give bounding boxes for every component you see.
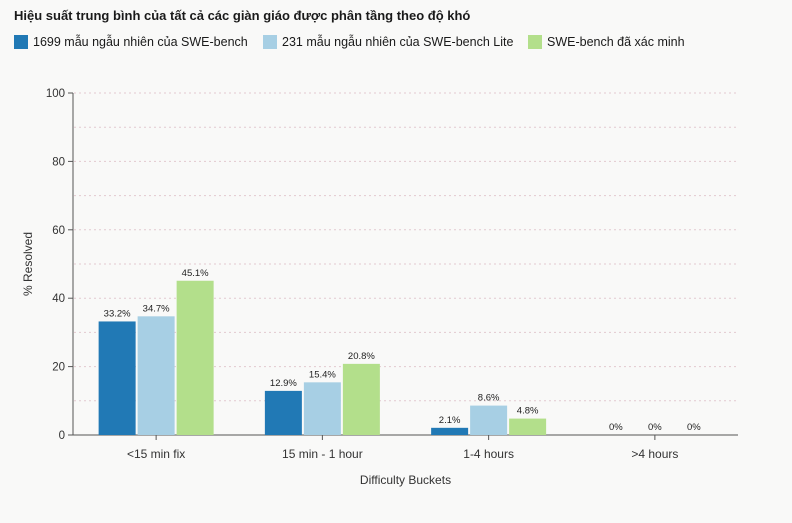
x-tick-label: 15 min - 1 hour — [282, 447, 363, 461]
legend-label-swe-bench-lite: 231 mẫu ngẫu nhiên của SWE-bench Lite — [282, 35, 514, 49]
legend-label-swe-bench-verified: SWE-bench đã xác minh — [547, 35, 685, 49]
y-tick-label: 80 — [52, 156, 65, 168]
bar — [137, 316, 175, 435]
legend-swatch-swe-bench-verified — [528, 35, 542, 49]
bar-value-label: 0% — [648, 422, 662, 433]
x-tick-label: >4 hours — [631, 447, 678, 461]
bar-value-label: 0% — [609, 422, 623, 433]
legend-item-swe-bench-lite: 231 mẫu ngẫu nhiên của SWE-bench Lite — [263, 35, 513, 49]
y-tick-label: 20 — [52, 362, 65, 374]
bar — [509, 418, 547, 435]
bar — [176, 280, 214, 435]
legend-swatch-swe-bench-lite — [263, 35, 277, 49]
y-tick-label: 0 — [59, 430, 65, 442]
legend-item-swe-bench-verified: SWE-bench đã xác minh — [528, 35, 685, 49]
bar — [470, 405, 508, 435]
bar — [342, 363, 380, 435]
bar-value-label: 8.6% — [478, 393, 500, 404]
bar-value-label: 4.8% — [517, 406, 539, 417]
x-tick-label: 1-4 hours — [463, 447, 514, 461]
y-tick-label: 40 — [52, 293, 65, 305]
bar — [303, 382, 341, 435]
bar — [264, 390, 302, 435]
bar-value-label: 0% — [687, 422, 701, 433]
x-axis-title: Difficulty Buckets — [360, 473, 451, 487]
y-axis-title: % Resolved — [21, 232, 35, 296]
y-tick-label: 100 — [46, 88, 65, 100]
legend-swatch-swe-bench — [14, 35, 28, 49]
bar-value-label: 15.4% — [309, 369, 336, 380]
bar-value-label: 33.2% — [104, 308, 131, 319]
bar-value-label: 34.7% — [143, 303, 170, 314]
bar-value-label: 45.1% — [182, 268, 209, 279]
bar-value-label: 20.8% — [348, 351, 375, 362]
bar-value-label: 2.1% — [439, 415, 461, 426]
legend-item-swe-bench: 1699 mẫu ngẫu nhiên của SWE-bench — [14, 35, 248, 49]
legend-label-swe-bench: 1699 mẫu ngẫu nhiên của SWE-bench — [33, 35, 248, 49]
bar — [431, 427, 469, 435]
bar-value-label: 12.9% — [270, 378, 297, 389]
chart-title: Hiệu suất trung bình của tất cả các giàn… — [14, 8, 471, 23]
bar — [98, 321, 136, 435]
y-tick-label: 60 — [52, 225, 65, 237]
x-tick-label: <15 min fix — [127, 447, 185, 461]
